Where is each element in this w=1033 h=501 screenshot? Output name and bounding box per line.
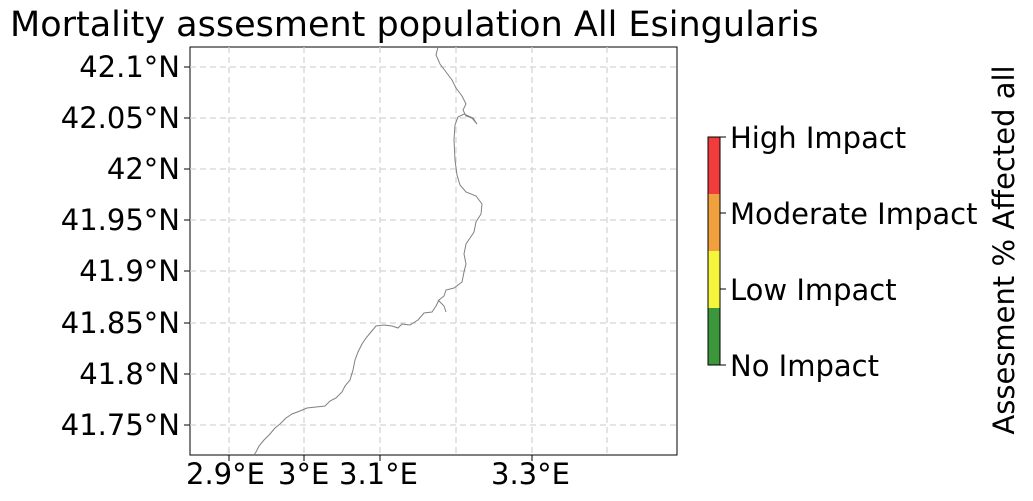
colorbar-label-high: High Impact (730, 121, 907, 155)
y-tick-label: 41.95°N (60, 203, 180, 237)
y-tick-label: 42.1°N (79, 50, 180, 84)
y-tick-label: 41.85°N (60, 306, 180, 340)
colorbar-segment-none (708, 308, 720, 365)
y-tick-label: 41.8°N (79, 357, 180, 391)
colorbar (707, 136, 726, 366)
coastline (253, 46, 483, 456)
x-tick-label: 3.3°E (491, 457, 570, 491)
colorbar-label-none: No Impact (730, 349, 879, 383)
axis-ticks (184, 66, 533, 461)
gridlines (190, 47, 677, 455)
colorbar-label-moderate: Moderate Impact (730, 197, 978, 231)
y-tick-label: 41.9°N (79, 254, 180, 288)
y-tick-label: 42°N (106, 152, 180, 186)
coastline-inlet (437, 299, 447, 313)
colorbar-segment-high (708, 137, 720, 194)
x-tick-label: 3.1°E (339, 457, 418, 491)
colorbar-segment-moderate (708, 194, 720, 251)
x-tick-label: 3°E (278, 457, 330, 491)
map-frame (189, 46, 678, 456)
y-tick-label: 42.05°N (60, 101, 180, 135)
y-tick-label: 41.75°N (60, 408, 180, 442)
colorbar-title: Assesment % Affected all (987, 65, 1021, 435)
colorbar-segment-low (708, 251, 720, 308)
colorbar-label-low: Low Impact (730, 273, 897, 307)
map-title: Mortality assesment population All Esing… (10, 5, 819, 45)
x-tick-label: 2.9°E (186, 457, 265, 491)
